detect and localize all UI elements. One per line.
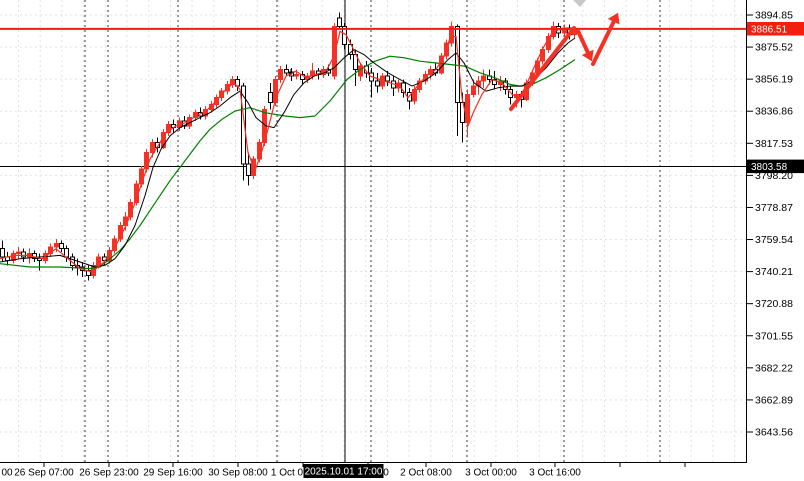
time-axis-label: 2 Oct 08:00 (400, 468, 452, 479)
candle-down (284, 64, 289, 77)
candle-up (48, 243, 53, 258)
day-separator-lines (84, 0, 661, 462)
price-axis-label: 3759.54 (755, 234, 793, 246)
time-axis-label: 3 Oct 16:00 (529, 468, 581, 479)
hline-price-badge: 3803.58 (747, 159, 804, 174)
candle-up (449, 21, 454, 47)
time-badge-text: 2025.10.01 17:00 (305, 467, 383, 478)
candle-up (423, 71, 428, 85)
time-axis-label: 3 Oct 00:00 (465, 468, 517, 479)
price-axis-label: 3701.55 (755, 330, 793, 342)
candle-down (385, 71, 390, 87)
candle-down (59, 240, 64, 253)
plot-area[interactable] (0, 0, 746, 462)
bid-price-badge: 3886.51 (747, 22, 804, 36)
candle-up (166, 120, 171, 136)
ma-fast-red-line (0, 29, 575, 273)
time-axis[interactable]: 00 26 Sep 07:00 26 Sep 23:00 29 Sep 16:00 30… (1, 463, 686, 479)
price-axis-label: 3778.87 (755, 202, 793, 214)
candle-down (241, 82, 246, 181)
top-gray-marker (573, 0, 586, 7)
time-axis-label: 00 (1, 468, 13, 479)
price-axis-label: 3856.19 (755, 74, 793, 86)
time-axis-label: 26 Sep 23:00 (79, 468, 139, 479)
candle-down (337, 12, 342, 30)
candle-down (86, 265, 91, 281)
price-axis-label: 3875.52 (755, 42, 793, 54)
hline-price-badge-text: 3803.58 (751, 162, 788, 173)
candle-up (481, 69, 486, 88)
candle-down (375, 72, 380, 93)
ma-mid-black-line (0, 37, 576, 268)
time-axis-label: 26 Sep 07:00 (14, 468, 74, 479)
trend-forecast-arrows[interactable] (509, 12, 620, 111)
time-axis-label: 29 Sep 16:00 (143, 468, 203, 479)
trend-arrow-line[interactable] (509, 26, 576, 111)
price-axis-label: 3682.22 (755, 362, 793, 374)
trend-arrow-head[interactable] (607, 12, 620, 25)
price-axis-label: 3720.88 (755, 298, 793, 310)
price-axis-label: 3740.21 (755, 266, 793, 278)
candle-up (278, 66, 283, 83)
time-axis-label: 1 Oct 0 (271, 468, 304, 479)
candle-down (268, 82, 273, 110)
candle-up (11, 250, 16, 264)
bid-price-badge-text: 3886.51 (751, 25, 788, 36)
price-axis[interactable]: 3894.853875.523856.193836.863817.533798.… (747, 10, 793, 439)
candle-up (16, 247, 21, 259)
trend-arrow-head[interactable] (581, 49, 594, 62)
plus-marker (288, 69, 294, 75)
time-axis-label: 30 Sep 08:00 (208, 468, 268, 479)
trend-arrow-line[interactable] (576, 29, 591, 57)
price-axis-label: 3662.89 (755, 394, 793, 406)
candle-up (332, 23, 337, 80)
price-axis-label: 3643.56 (755, 426, 793, 438)
price-axis-label: 3817.53 (755, 138, 793, 150)
time-axis-label: 0 (383, 468, 389, 479)
candle-down (246, 152, 251, 186)
trend-arrow-line[interactable] (591, 17, 617, 66)
price-axis-label: 3836.86 (755, 106, 793, 118)
price-axis-label: 3894.85 (755, 10, 793, 22)
time-badge: 2025.10.01 17:00 (303, 464, 384, 478)
grid-layer (0, 0, 746, 462)
